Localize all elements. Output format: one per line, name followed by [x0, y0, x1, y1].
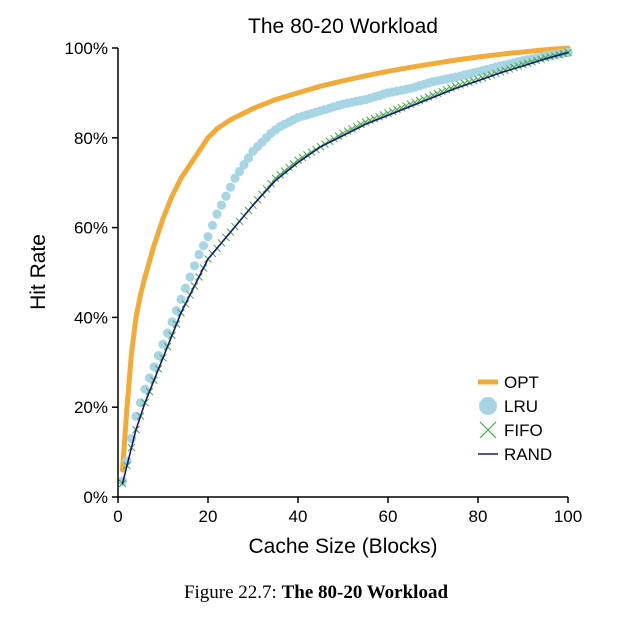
rand-series-line — [121, 51, 569, 485]
x-tick-label: 100 — [554, 507, 582, 526]
opt-series-line — [120, 45, 571, 473]
lru-series — [117, 47, 573, 486]
fifo-point — [280, 167, 289, 175]
fifo-point — [402, 102, 410, 110]
y-tick-label: 0% — [83, 488, 108, 507]
lru-point — [149, 362, 159, 372]
caption-title: The 80-20 Workload — [281, 582, 449, 603]
lru-point — [212, 209, 222, 219]
lru-point — [207, 220, 218, 230]
y-tick-label: 60% — [74, 219, 108, 238]
legend-label-opt: OPT — [504, 373, 539, 392]
figure-caption: Figure 22.7: The 80-20 Workload — [0, 582, 632, 604]
legend-label-lru: LRU — [504, 397, 538, 416]
fifo-point — [289, 159, 298, 168]
lru-point — [198, 241, 209, 251]
x-tick-label: 20 — [199, 507, 218, 526]
lru-point — [239, 160, 249, 170]
fifo-point — [388, 107, 397, 116]
fifo-point — [406, 100, 415, 108]
caption-prefix: Figure 22.7: — [183, 582, 277, 603]
lru-point — [185, 272, 195, 282]
fifo-point — [343, 127, 352, 135]
lru-point — [162, 328, 173, 338]
legend-marker-fifo — [479, 421, 497, 439]
lru-point — [144, 373, 155, 383]
lru-point — [171, 306, 182, 316]
fifo-point — [415, 96, 424, 105]
fifo-point — [298, 153, 307, 162]
x-tick-label: 60 — [379, 507, 398, 526]
fifo-point — [379, 111, 388, 119]
lru-point — [243, 153, 254, 163]
x-tick-label: 0 — [113, 507, 122, 526]
fifo-point — [352, 122, 361, 131]
chart-title: The 80-20 Workload — [248, 15, 438, 38]
fifo-point — [267, 179, 275, 188]
fifo-point — [348, 124, 356, 133]
y-axis-label: Hit Rate — [27, 234, 50, 310]
lru-point — [221, 191, 231, 201]
fifo-point — [339, 129, 347, 138]
legend-label-rand: RAND — [504, 445, 552, 464]
y-tick-label: 40% — [74, 308, 108, 327]
lru-point — [140, 384, 150, 394]
fifo-point — [361, 118, 370, 126]
axes: 0 20 40 60 80 100 0% 20% 40% 60% 80% 100% — [65, 39, 583, 526]
fifo-point — [357, 120, 365, 129]
fifo-point — [276, 170, 284, 179]
legend-marker-lru — [479, 397, 497, 415]
fifo-point — [420, 94, 428, 103]
lru-point — [180, 283, 191, 293]
y-tick-label: 20% — [74, 398, 108, 417]
lru-point — [158, 339, 168, 349]
lru-point — [153, 351, 164, 361]
chart: The 80-20 Workload 0 20 40 60 80 100 0% 20% 40% 6… — [27, 15, 583, 558]
fifo-point — [393, 105, 401, 114]
lru-point — [225, 182, 236, 192]
legend-label-fifo: FIFO — [504, 421, 543, 440]
lru-point — [203, 232, 213, 242]
lru-point — [194, 249, 204, 260]
fifo-point — [384, 109, 392, 117]
legend: OPT LRU FIFO RAND — [478, 373, 552, 464]
fifo-point — [411, 98, 419, 107]
lru-point — [167, 317, 177, 327]
lru-point — [234, 166, 245, 177]
y-tick-label: 100% — [65, 39, 108, 58]
fifo-point — [397, 103, 406, 112]
x-tick-label: 40 — [289, 507, 308, 526]
fifo-point — [285, 163, 293, 172]
fifo-point — [271, 174, 280, 183]
lru-point — [230, 173, 240, 183]
lru-point — [189, 261, 200, 271]
y-tick-label: 80% — [74, 129, 108, 148]
x-axis-label: Cache Size (Blocks) — [248, 535, 437, 558]
fifo-point — [294, 156, 302, 165]
x-tick-label: 80 — [469, 507, 488, 526]
lru-point — [216, 200, 227, 210]
